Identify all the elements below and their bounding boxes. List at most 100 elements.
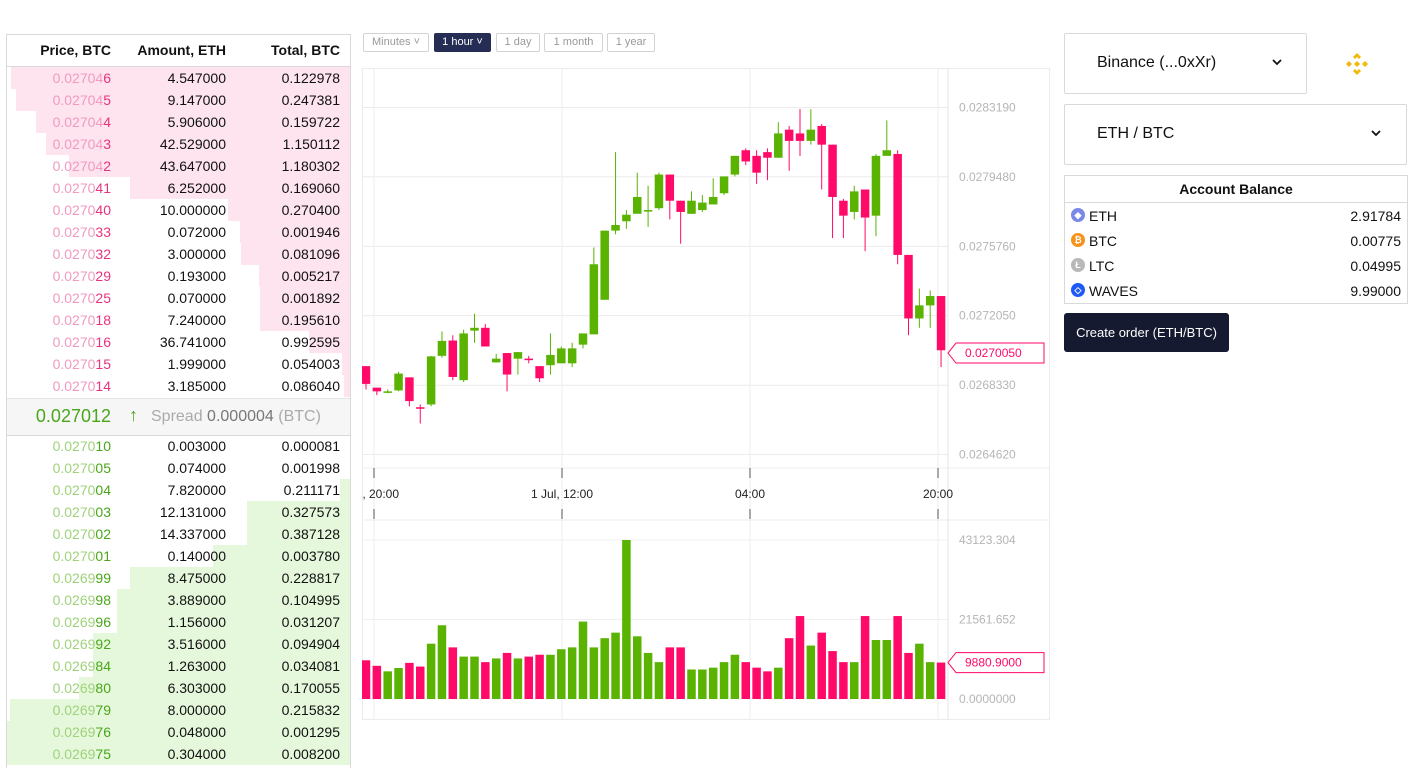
ask-row[interactable]: 0.027042 43.647000 1.180302 [7,155,350,177]
ask-row[interactable]: 0.027033 0.072000 0.001946 [7,221,350,243]
bid-row[interactable]: 0.026996 1.156000 0.031207 [7,611,350,633]
volume-bar [904,652,913,699]
order-price-digits: 3 [103,136,111,152]
timeframe-minutes-button[interactable]: Minutes ˅ [363,33,429,52]
candle-body [383,391,392,393]
order-price-prefix: 0.0270 [52,438,96,454]
order-price-digits: 5 [103,92,111,108]
bid-row[interactable]: 0.026976 0.048000 0.001295 [7,721,350,743]
pair-select[interactable]: ETH / BTC [1064,104,1407,165]
candle-body [437,340,447,356]
candle-body [502,353,512,375]
candle-body [708,196,718,205]
bid-row[interactable]: 0.026999 8.475000 0.228817 [7,567,350,589]
ask-row[interactable]: 0.027046 4.547000 0.122978 [7,67,350,89]
total-column-header: Total, BTC [271,42,340,58]
waves-coin-icon: ◇ [1071,283,1085,297]
bid-row[interactable]: 0.027010 0.003000 0.000081 [7,435,350,457]
bid-row[interactable]: 0.027004 7.820000 0.211171 [7,479,350,501]
order-total: 0.005217 [281,268,340,284]
ask-row[interactable]: 0.027041 6.252000 0.169060 [7,177,350,199]
chevron-down-icon [1272,59,1282,66]
order-price: 0.027041 [53,180,111,196]
depth-bar [260,287,350,309]
volume-bar [513,658,523,699]
account-balance-panel: Account Balance ◆ ETH 2.91784 ₿ BTC 0.00775 Ł L… [1064,175,1408,304]
order-price: 0.027002 [53,526,111,542]
candle-body [730,155,740,175]
volume-bar [405,662,414,699]
volume-bar [567,647,577,699]
balance-row-btc: ₿ BTC 0.00775 [1065,229,1407,254]
ask-row[interactable]: 0.027025 0.070000 0.001892 [7,287,350,309]
order-price: 0.027018 [53,312,111,328]
candle-body [893,153,902,255]
bid-row[interactable]: 0.026998 3.889000 0.104995 [7,589,350,611]
candle-body [698,202,707,211]
candle-body [904,254,913,319]
candle-body [405,377,414,402]
volume-bar [936,662,946,699]
binance-logo-icon [1346,53,1368,75]
timeframe-1hour-button[interactable]: 1 hour ˅ [434,33,491,52]
bid-row[interactable]: 0.027002 14.337000 0.387128 [7,523,350,545]
ask-row[interactable]: 0.027015 1.999000 0.054003 [7,353,350,375]
bid-row[interactable]: 0.026984 1.263000 0.034081 [7,655,350,677]
bid-row[interactable]: 0.027003 12.131000 0.327573 [7,501,350,523]
volume-bar [502,652,512,699]
candle-body [806,129,816,141]
bid-row[interactable]: 0.026979 8.000000 0.215832 [7,699,350,721]
spread-value: 0.000004 [207,408,274,425]
order-price: 0.027029 [53,268,111,284]
ask-row[interactable]: 0.027016 36.741000 0.992595 [7,331,350,353]
ask-row[interactable]: 0.027040 10.000000 0.270400 [7,199,350,221]
ask-row[interactable]: 0.027018 7.240000 0.195610 [7,309,350,331]
order-price-digits: 79 [95,702,111,718]
bid-row[interactable]: 0.027005 0.074000 0.001998 [7,457,350,479]
order-price-prefix: 0.02704 [52,70,104,86]
candle-body [925,296,935,306]
ask-row[interactable]: 0.027043 42.529000 1.150112 [7,133,350,155]
candle-body [752,155,761,173]
bid-row[interactable]: 0.027001 0.140000 0.003780 [7,545,350,567]
volume-bar [817,632,826,699]
ask-row[interactable]: 0.027029 0.193000 0.005217 [7,265,350,287]
time-tick-label: 20:00 [923,487,953,501]
bid-row[interactable]: 0.026975 0.304000 0.008200 [7,743,350,765]
timeframe-1year-button[interactable]: 1 year [607,33,655,52]
order-amount: 6.252000 [167,180,226,196]
order-price-prefix: 0.0269 [52,570,96,586]
order-amount: 12.131000 [159,504,226,520]
volume-bar [633,636,642,699]
bid-row[interactable]: 0.026980 6.303000 0.170055 [7,677,350,699]
time-tick-label: un, 20:00 [362,487,399,501]
bid-row[interactable]: 0.026992 3.516000 0.094904 [7,633,350,655]
volume-bar [774,667,783,699]
ask-row[interactable]: 0.027044 5.906000 0.159722 [7,111,350,133]
order-price-digits: 29 [95,268,111,284]
create-order-button[interactable]: Create order (ETH/BTC) [1064,313,1229,352]
order-price-prefix: 0.0270 [52,290,96,306]
volume-bar [491,658,501,699]
candle-body [459,333,468,381]
timeframe-1month-button[interactable]: 1 month [544,33,603,52]
balance-row-eth: ◆ ETH 2.91784 [1065,204,1407,229]
candle-body [643,210,653,212]
volume-bar [698,669,707,699]
ask-row[interactable]: 0.027032 3.000000 0.081096 [7,243,350,265]
candle-body [839,200,848,216]
exchange-select[interactable]: Binance (...0xXr) [1064,33,1307,94]
order-price-digits: 02 [95,526,111,542]
balance-amount: 2.91784 [1350,208,1401,224]
timeframe-1day-button[interactable]: 1 day [496,33,540,52]
volume-bar [372,665,382,699]
order-total: 0.003780 [281,548,340,564]
time-tick-label: 1 Jul, 12:00 [531,487,593,501]
ask-row[interactable]: 0.027014 3.185000 0.086040 [7,375,350,397]
arrow-up-icon: ↑ [129,405,138,425]
price-chart[interactable]: 0.0283190 0.0279480 0.0275760 0.0272050 0.02… [362,68,1050,720]
candle-body [860,189,870,218]
order-price-digits: 03 [95,504,111,520]
volume-bar [882,640,892,699]
ask-row[interactable]: 0.027045 9.147000 0.247381 [7,89,350,111]
